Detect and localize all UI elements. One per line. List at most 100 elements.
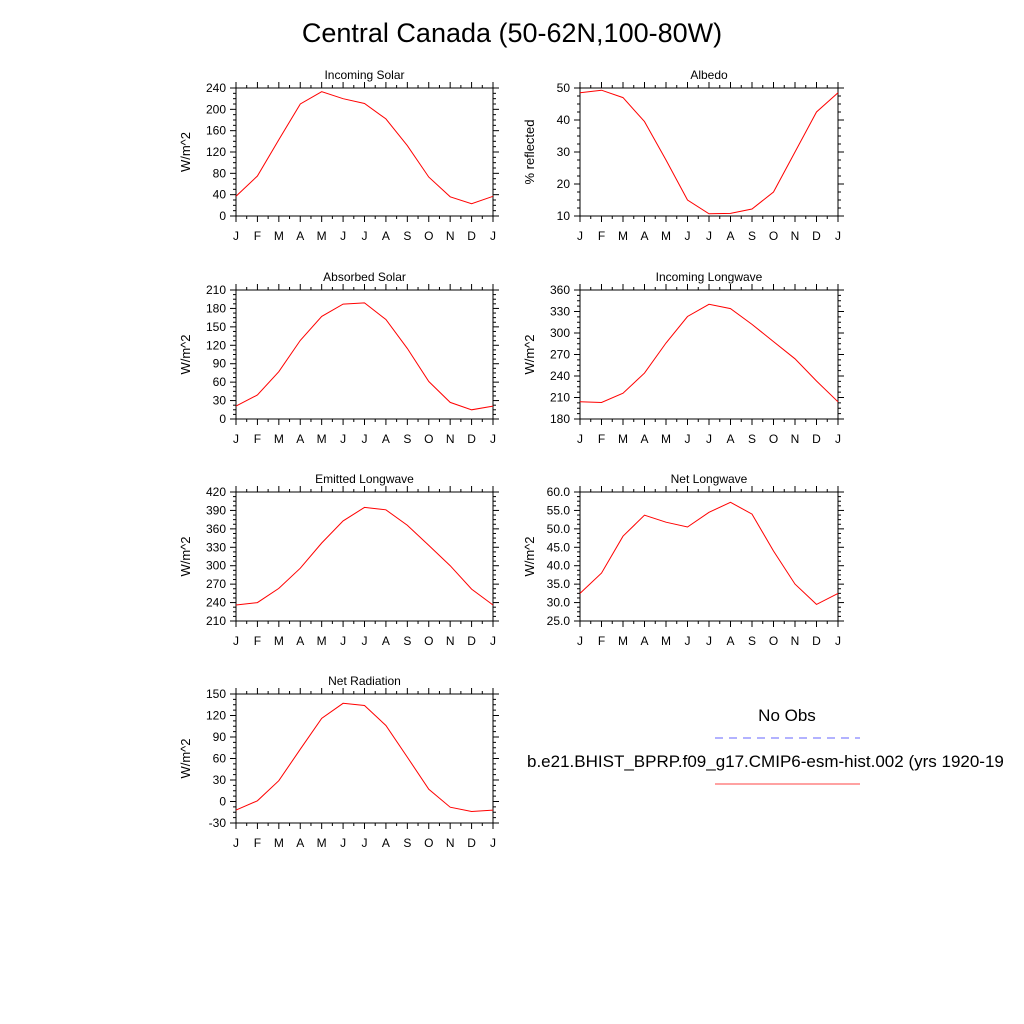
x-tick-label: J <box>340 836 346 850</box>
plot-frame <box>235 87 494 217</box>
panel-title: Emitted Longwave <box>315 472 414 486</box>
x-tick-label: J <box>685 432 691 446</box>
x-tick-label: J <box>490 229 496 243</box>
y-tick-label: 150 <box>206 320 226 334</box>
y-tick-label: 210 <box>550 391 570 405</box>
x-tick-label: J <box>577 229 583 243</box>
x-tick-label: M <box>317 229 327 243</box>
x-tick-label: M <box>274 229 284 243</box>
x-tick-label: J <box>685 634 691 648</box>
panel-title: Net Radiation <box>328 674 401 688</box>
x-tick-label: J <box>577 432 583 446</box>
x-tick-label: J <box>490 432 496 446</box>
x-tick-label: F <box>598 634 605 648</box>
x-tick-label: D <box>467 634 476 648</box>
y-tick-label: 80 <box>213 166 227 180</box>
x-tick-label: J <box>835 432 841 446</box>
y-tick-label: 420 <box>206 485 226 499</box>
series-line <box>579 501 839 606</box>
y-tick-label: 300 <box>550 326 570 340</box>
panel-emitted-longwave: J F M A M J J A S O N D J210240270300330360390420Emi… <box>178 472 499 648</box>
x-tick-label: D <box>812 634 821 648</box>
plot-frame <box>579 289 839 420</box>
x-tick-label: D <box>812 229 821 243</box>
x-tick-label: J <box>233 229 239 243</box>
y-tick-label: 150 <box>206 687 226 701</box>
y-tick-label: 180 <box>550 412 570 426</box>
x-tick-label: O <box>424 229 433 243</box>
y-tick-label: 330 <box>206 540 226 554</box>
y-tick-label: 45.0 <box>547 540 571 554</box>
plot-frame <box>235 693 494 824</box>
y-tick-label: -30 <box>209 816 227 830</box>
y-tick-label: 40.0 <box>547 559 571 573</box>
y-axis-label: W/m^2 <box>178 334 193 374</box>
x-tick-label: F <box>598 432 605 446</box>
x-tick-label: M <box>661 229 671 243</box>
x-tick-label: N <box>446 432 455 446</box>
x-tick-label: A <box>640 634 648 648</box>
x-tick-label: A <box>296 229 304 243</box>
x-tick-label: S <box>748 432 756 446</box>
x-tick-label: J <box>362 634 368 648</box>
x-tick-label: J <box>490 836 496 850</box>
y-tick-label: 60.0 <box>547 485 571 499</box>
y-axis-label: W/m^2 <box>522 536 537 576</box>
y-tick-label: 160 <box>206 124 226 138</box>
y-axis-label: W/m^2 <box>178 536 193 576</box>
x-tick-label: J <box>835 229 841 243</box>
x-tick-label: N <box>791 634 800 648</box>
plot-frame <box>579 87 839 217</box>
x-tick-label: M <box>317 634 327 648</box>
x-tick-label: J <box>835 634 841 648</box>
x-tick-label: F <box>254 432 261 446</box>
x-tick-label: J <box>685 229 691 243</box>
x-tick-label: D <box>812 432 821 446</box>
legend: No Obs b.e21.BHIST_BPRP.f09_g17.CMIP6-es… <box>527 706 1004 785</box>
x-tick-label: O <box>769 229 778 243</box>
x-tick-label: A <box>382 634 390 648</box>
series-line <box>235 506 494 606</box>
panel-title: Net Longwave <box>671 472 748 486</box>
x-tick-label: A <box>382 229 390 243</box>
y-tick-label: 30.0 <box>547 596 571 610</box>
x-tick-label: N <box>791 229 800 243</box>
panel-net-longwave: J F M A M J J A S O N D J25.030.035.040.045.050.055.… <box>522 472 844 648</box>
x-tick-label: O <box>424 634 433 648</box>
series-line <box>579 89 839 215</box>
x-tick-label: F <box>254 634 261 648</box>
x-tick-label: M <box>618 634 628 648</box>
x-tick-label: N <box>446 634 455 648</box>
x-tick-label: A <box>296 432 304 446</box>
y-tick-label: 300 <box>206 559 226 573</box>
panel-title: Incoming Solar <box>324 68 404 82</box>
x-tick-label: M <box>274 634 284 648</box>
x-tick-label: M <box>274 432 284 446</box>
y-tick-label: 90 <box>213 357 227 371</box>
x-tick-label: J <box>340 229 346 243</box>
y-axis-label: W/m^2 <box>178 738 193 778</box>
y-tick-label: 240 <box>550 369 570 383</box>
y-tick-label: 240 <box>206 81 226 95</box>
x-tick-label: J <box>706 432 712 446</box>
x-tick-label: J <box>233 836 239 850</box>
panel-title: Incoming Longwave <box>656 270 763 284</box>
x-tick-label: A <box>640 432 648 446</box>
y-tick-label: 30 <box>213 394 227 408</box>
x-tick-label: N <box>791 432 800 446</box>
x-tick-label: F <box>254 836 261 850</box>
x-tick-label: J <box>362 836 368 850</box>
x-tick-label: J <box>233 432 239 446</box>
x-tick-label: S <box>748 634 756 648</box>
panel-incoming-longwave: J F M A M J J A S O N D J180210240270300330360Incomi… <box>522 270 844 446</box>
x-tick-label: S <box>748 229 756 243</box>
plot-frame <box>579 491 839 622</box>
series-line <box>235 302 494 411</box>
y-tick-label: 55.0 <box>547 503 571 517</box>
y-tick-label: 60 <box>213 752 227 766</box>
x-tick-label: M <box>661 432 671 446</box>
y-tick-label: 180 <box>206 301 226 315</box>
plot-frame <box>235 289 494 420</box>
